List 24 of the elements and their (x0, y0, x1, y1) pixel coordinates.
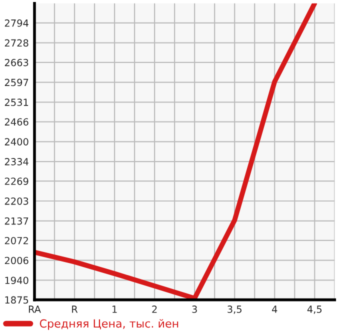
y-tick-label: 1940 (5, 276, 28, 284)
y-tick-label: 2269 (4, 178, 28, 185)
x-tick-label: 1 (112, 306, 117, 313)
y-tick-label: 2006 (4, 256, 28, 264)
y-tick-label: 2794 (4, 19, 28, 27)
y-tick-label: 2597 (4, 78, 28, 86)
x-tick-label: R (72, 306, 78, 313)
y-tick-label: 1875 (5, 296, 28, 304)
x-tick-label: 3 (192, 306, 197, 313)
y-tick-label: 2137 (4, 217, 28, 225)
y-tick-label: 2203 (4, 197, 28, 205)
x-tick-label: 4 (272, 306, 278, 313)
y-tick-label: 2334 (4, 158, 28, 166)
y-tick-label: 2072 (4, 236, 28, 244)
x-tick-label: RA (28, 306, 41, 313)
x-tick-label: 4,5 (307, 306, 322, 314)
y-tick-label: 2663 (4, 58, 28, 66)
x-tick-label: 3,5 (228, 306, 242, 314)
y-tick-label: 2400 (4, 138, 28, 146)
y-tick-label: 2728 (4, 39, 28, 47)
y-tick-label: 2466 (4, 118, 28, 126)
legend-label: Средняя Цена, тыс. йен (40, 319, 178, 330)
y-tick-label: 2531 (4, 98, 28, 106)
x-tick-label: 2 (152, 306, 157, 313)
